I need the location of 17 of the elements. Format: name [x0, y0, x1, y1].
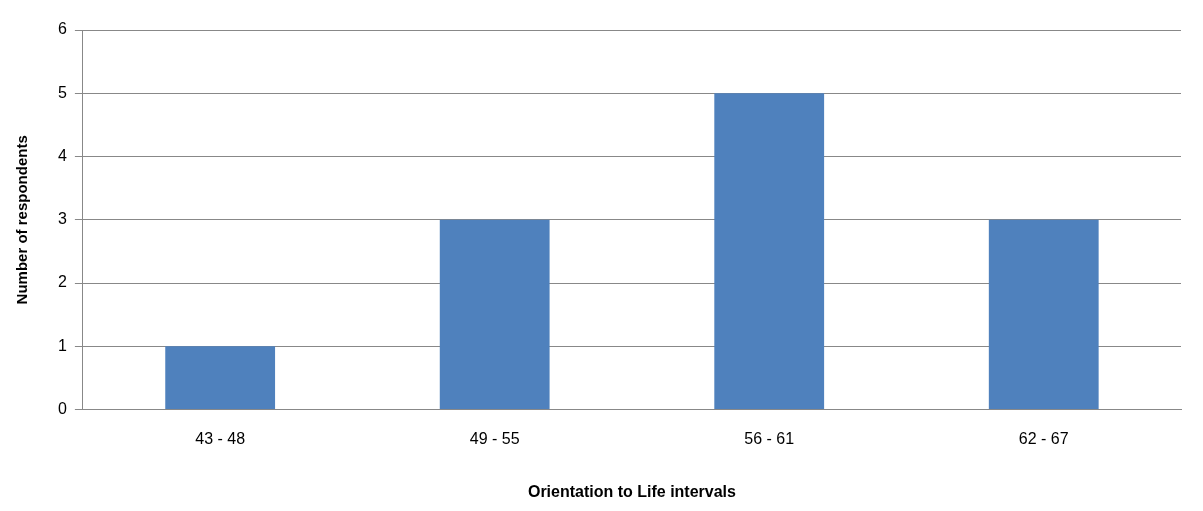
bar — [714, 93, 825, 410]
y-tick-label: 3 — [57, 210, 67, 228]
y-tick-label: 1 — [57, 336, 67, 354]
y-tick-label: 6 — [57, 20, 67, 38]
x-axis-title: Orientation to Life intervals — [527, 482, 737, 500]
bar — [988, 219, 1099, 410]
x-tick-label: 62 - 67 — [1018, 429, 1069, 447]
y-tick-label: 2 — [57, 273, 67, 291]
y-axis-title: Number of respondents — [13, 135, 31, 305]
x-tick-label: 56 - 61 — [744, 429, 795, 447]
x-tick-label: 43 - 48 — [195, 429, 246, 447]
y-tick-label: 4 — [57, 146, 67, 164]
bar — [439, 219, 550, 410]
bar — [165, 346, 276, 410]
x-tick-label: 49 - 55 — [469, 429, 520, 447]
y-tick-label: 0 — [57, 400, 67, 418]
y-tick-label: 5 — [57, 83, 67, 101]
